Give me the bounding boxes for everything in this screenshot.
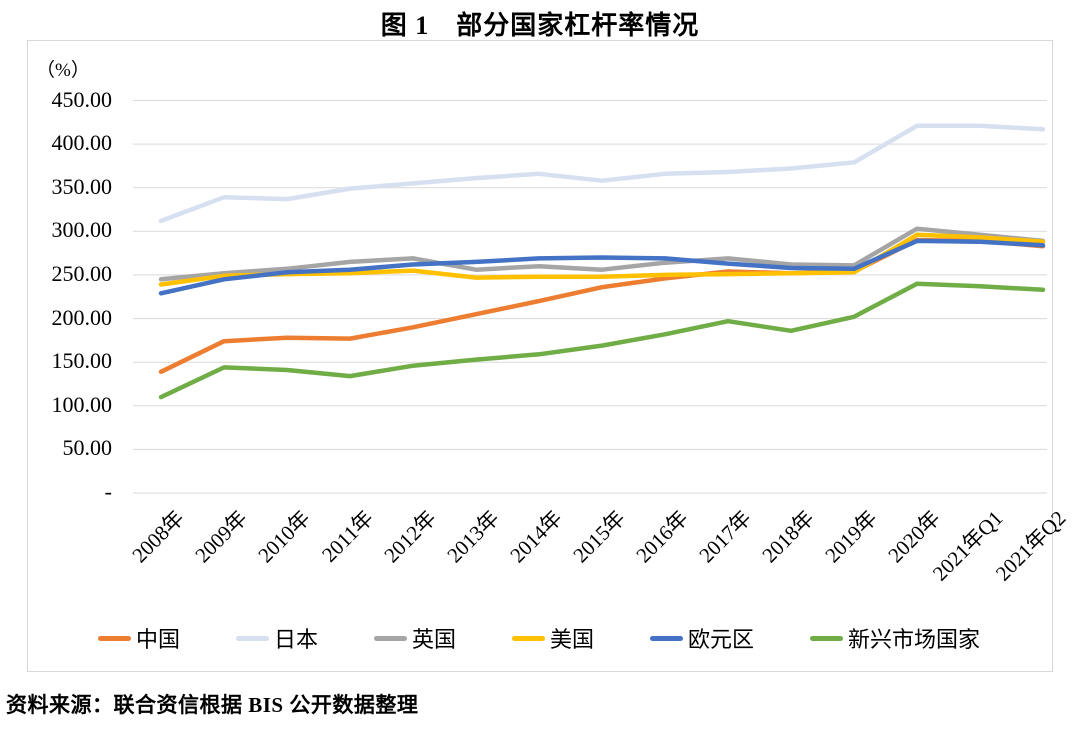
y-tick-label: 350.00 <box>51 173 113 199</box>
y-tick-label: 100.00 <box>51 391 113 417</box>
series-line-中国 <box>158 237 1046 375</box>
legend-item-新兴市场国家: 新兴市场国家 <box>810 622 980 654</box>
y-tick-label: 50.00 <box>62 435 113 461</box>
y-axis-unit-label: （%） <box>36 60 90 81</box>
legend-label: 日本 <box>273 627 318 652</box>
y-tick-label: 200.00 <box>51 304 113 330</box>
legend-swatch <box>512 635 545 641</box>
y-tick-label: 150.00 <box>51 348 113 374</box>
series-line-英国 <box>158 226 1046 282</box>
y-tick-label: - <box>104 479 112 504</box>
legend-swatch <box>97 635 131 641</box>
legend: 中国 日本 英国 美国 欧元区 新兴市场国家 <box>27 621 1051 655</box>
legend-swatch <box>373 635 407 641</box>
legend-label: 英国 <box>411 627 456 652</box>
legend-label: 中国 <box>135 627 180 652</box>
legend-label: 美国 <box>550 627 595 652</box>
legend-item-美国: 美国 <box>512 622 594 654</box>
series-line-美国 <box>158 232 1046 287</box>
y-tick-label: 300.00 <box>51 217 113 243</box>
legend-item-英国: 英国 <box>373 622 456 654</box>
legend-item-欧元区: 欧元区 <box>650 622 754 654</box>
legend-item-中国: 中国 <box>97 622 180 654</box>
legend-swatch <box>650 635 684 641</box>
legend-label: 新兴市场国家 <box>848 627 981 652</box>
y-tick-label: 400.00 <box>51 130 113 156</box>
legend-label: 欧元区 <box>688 627 755 652</box>
legend-swatch <box>810 635 844 641</box>
series-line-新兴市场国家 <box>158 281 1046 400</box>
source-note: 资料来源：联合资信根据 BIS 公开数据整理 <box>6 693 419 717</box>
series-line-日本 <box>158 123 1046 224</box>
y-tick-label: 250.00 <box>51 260 113 286</box>
series-line-欧元区 <box>158 238 1046 296</box>
chart-box <box>27 40 1053 672</box>
plot-svg <box>133 100 1047 494</box>
legend-item-日本: 日本 <box>235 622 318 654</box>
chart-title: 图 1 部分国家杠杆率情况 <box>380 11 700 40</box>
legend-swatch <box>235 635 269 641</box>
y-tick-label: 450.00 <box>51 86 113 112</box>
